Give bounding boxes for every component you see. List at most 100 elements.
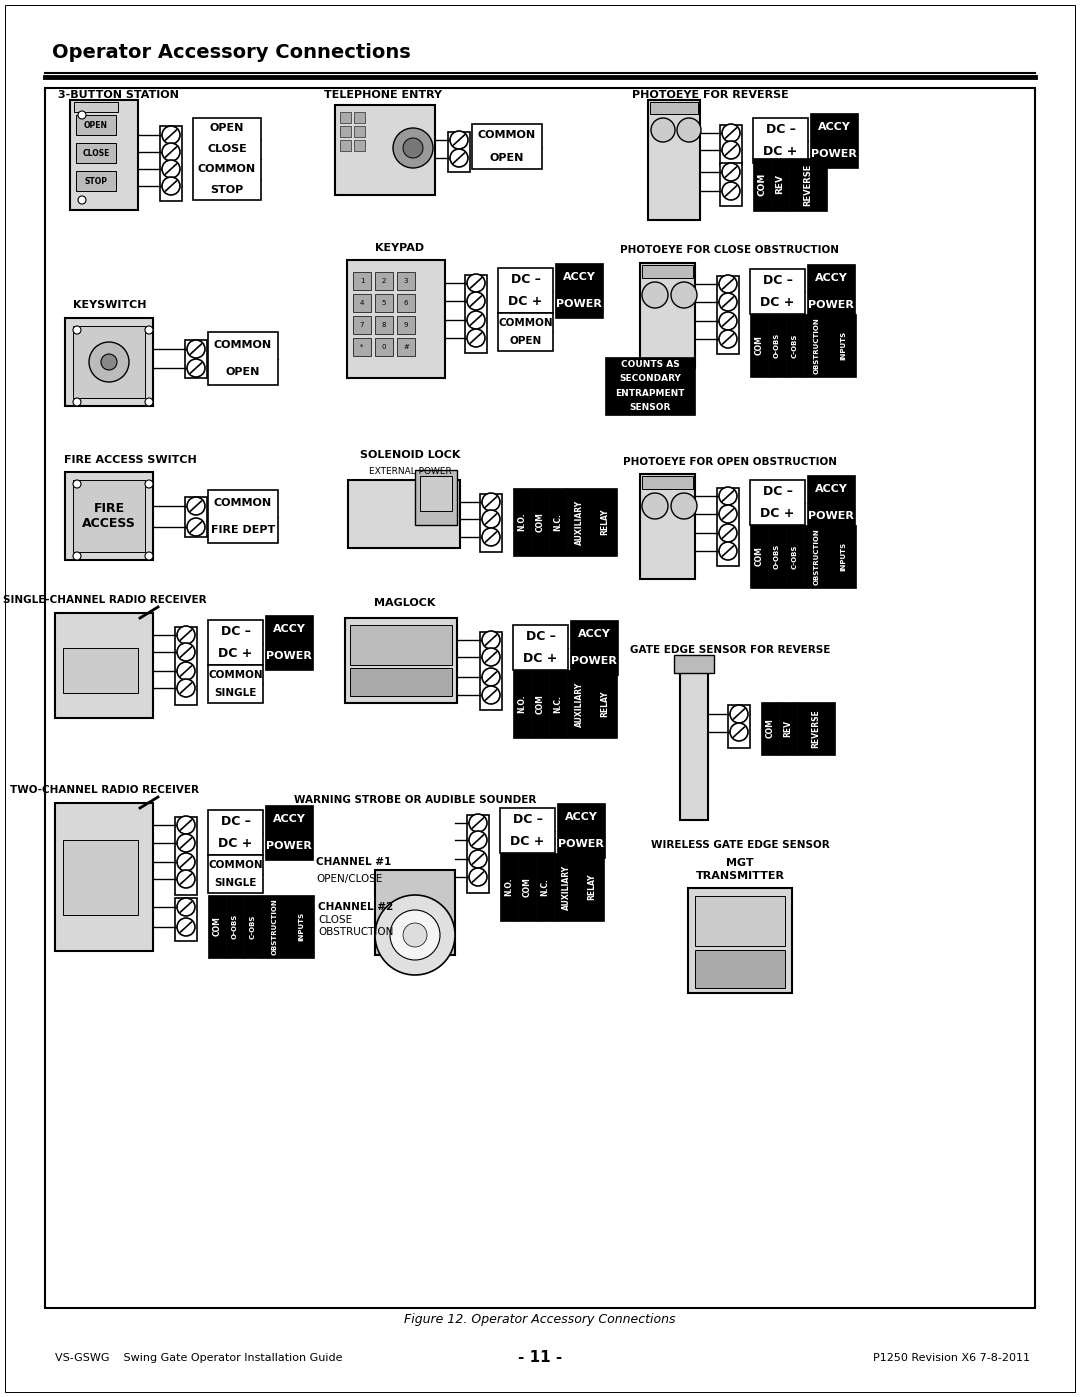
Bar xyxy=(175,898,197,942)
Text: COMMON: COMMON xyxy=(208,669,262,679)
Bar xyxy=(789,158,827,211)
Bar xyxy=(76,142,116,163)
Circle shape xyxy=(467,292,485,310)
Bar xyxy=(397,272,415,291)
Bar xyxy=(554,854,604,921)
Text: DC +: DC + xyxy=(760,507,795,520)
Text: 9: 9 xyxy=(404,321,408,328)
Text: ACCY: ACCY xyxy=(818,122,850,131)
Text: ACCY: ACCY xyxy=(814,272,848,282)
Bar xyxy=(208,332,278,386)
Bar xyxy=(340,126,351,137)
Text: N.C.: N.C. xyxy=(554,696,563,712)
Circle shape xyxy=(73,398,81,407)
Bar xyxy=(420,476,453,511)
Text: SOLENOID LOCK: SOLENOID LOCK xyxy=(360,450,460,460)
Bar xyxy=(73,481,145,552)
Text: FIRE DEPT: FIRE DEPT xyxy=(211,525,275,535)
Text: POWER: POWER xyxy=(808,300,854,310)
Circle shape xyxy=(78,196,86,204)
Circle shape xyxy=(482,528,500,546)
Text: COM: COM xyxy=(757,173,767,196)
Circle shape xyxy=(719,330,737,348)
Text: REV: REV xyxy=(775,175,784,194)
Bar xyxy=(804,314,856,377)
Text: DC +: DC + xyxy=(760,296,795,309)
Text: OPEN: OPEN xyxy=(210,123,244,133)
Circle shape xyxy=(467,274,485,292)
Text: 1: 1 xyxy=(360,278,364,284)
Bar xyxy=(771,158,789,211)
Circle shape xyxy=(719,504,737,522)
Text: COMMON: COMMON xyxy=(478,130,536,140)
Text: PHOTOEYE FOR OPEN OBSTRUCTION: PHOTOEYE FOR OPEN OBSTRUCTION xyxy=(623,457,837,467)
Text: CHANNEL #2: CHANNEL #2 xyxy=(318,902,393,912)
Circle shape xyxy=(723,182,740,200)
Bar xyxy=(567,671,617,738)
Circle shape xyxy=(719,293,737,312)
Bar xyxy=(397,293,415,312)
Text: DC –: DC – xyxy=(220,624,251,638)
Bar xyxy=(750,481,805,525)
Circle shape xyxy=(177,626,195,644)
Bar xyxy=(640,474,696,578)
Bar xyxy=(208,620,264,665)
Text: SECONDARY: SECONDARY xyxy=(619,374,680,383)
Circle shape xyxy=(671,493,697,520)
Bar xyxy=(76,170,116,191)
Circle shape xyxy=(162,161,180,177)
Bar xyxy=(208,490,278,543)
Circle shape xyxy=(482,668,500,686)
Text: Operator Accessory Connections: Operator Accessory Connections xyxy=(52,43,410,61)
Text: COMMON: COMMON xyxy=(214,341,272,351)
Circle shape xyxy=(469,831,487,849)
Text: ENTRAPMENT: ENTRAPMENT xyxy=(616,388,685,398)
Bar xyxy=(570,620,618,675)
Text: 5: 5 xyxy=(382,300,387,306)
Text: REVERSE: REVERSE xyxy=(811,710,821,747)
Text: O-OBS: O-OBS xyxy=(232,914,238,939)
Bar xyxy=(750,314,768,377)
Circle shape xyxy=(677,117,701,142)
Circle shape xyxy=(177,870,195,888)
Text: TWO-CHANNEL RADIO RECEIVER: TWO-CHANNEL RADIO RECEIVER xyxy=(11,785,200,795)
Bar xyxy=(448,131,470,172)
Bar xyxy=(472,124,542,169)
Bar xyxy=(567,488,617,556)
Bar xyxy=(354,140,365,151)
Bar xyxy=(353,316,372,334)
Circle shape xyxy=(177,816,195,834)
Bar xyxy=(480,631,502,710)
Bar xyxy=(768,525,786,588)
Circle shape xyxy=(671,282,697,307)
Circle shape xyxy=(450,131,468,149)
Text: CLOSE: CLOSE xyxy=(82,148,110,158)
Circle shape xyxy=(177,662,195,680)
Text: MAGLOCK: MAGLOCK xyxy=(375,598,435,608)
Bar xyxy=(65,319,153,407)
Circle shape xyxy=(177,679,195,697)
Text: DC –: DC – xyxy=(762,274,793,286)
Bar xyxy=(640,263,696,367)
Bar xyxy=(467,814,489,893)
Text: DC –: DC – xyxy=(762,485,793,497)
Text: COMMON: COMMON xyxy=(208,859,262,869)
Bar xyxy=(375,293,393,312)
Bar xyxy=(353,293,372,312)
Circle shape xyxy=(469,849,487,868)
Circle shape xyxy=(719,312,737,330)
Circle shape xyxy=(469,868,487,886)
Bar xyxy=(76,115,116,136)
Bar xyxy=(555,263,603,319)
Text: DC +: DC + xyxy=(218,647,253,661)
Text: FIRE
ACCESS: FIRE ACCESS xyxy=(82,502,136,529)
Text: SINGLE-CHANNEL RADIO RECEIVER: SINGLE-CHANNEL RADIO RECEIVER xyxy=(3,595,206,605)
Bar xyxy=(696,895,785,946)
Circle shape xyxy=(162,142,180,161)
Bar xyxy=(536,854,554,921)
Text: AUXILIARY: AUXILIARY xyxy=(575,682,584,726)
Text: DC +: DC + xyxy=(218,837,253,851)
Circle shape xyxy=(723,141,740,159)
Bar xyxy=(70,101,138,210)
Text: CLOSE: CLOSE xyxy=(318,915,352,925)
